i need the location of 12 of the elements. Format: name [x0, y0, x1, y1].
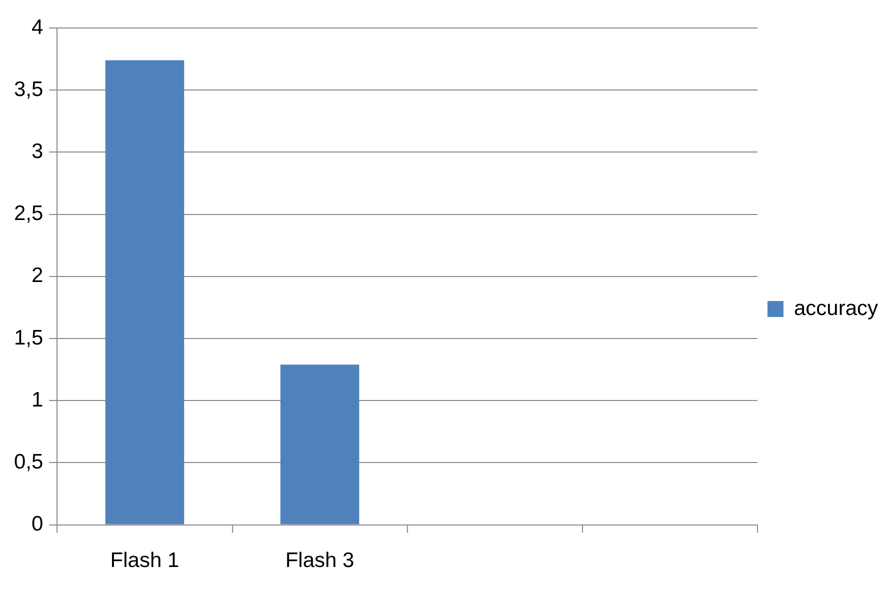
y-tick-label: 2,5: [14, 202, 44, 226]
y-tick-label: 3,5: [14, 78, 44, 101]
y-tick-label: 1,5: [14, 326, 44, 350]
y-tick-label: 1: [32, 388, 44, 412]
x-tick-label: Flash 1: [110, 549, 180, 572]
y-tick-label: 4: [32, 16, 44, 39]
y-tick-label: 2: [32, 264, 44, 288]
y-tick-label: 3: [32, 140, 44, 163]
y-tick-label: 0,5: [14, 450, 44, 474]
y-tick-label: 0: [32, 512, 44, 536]
x-tick-label: Flash 3: [285, 549, 354, 572]
legend-label: accuracy: [794, 296, 878, 320]
